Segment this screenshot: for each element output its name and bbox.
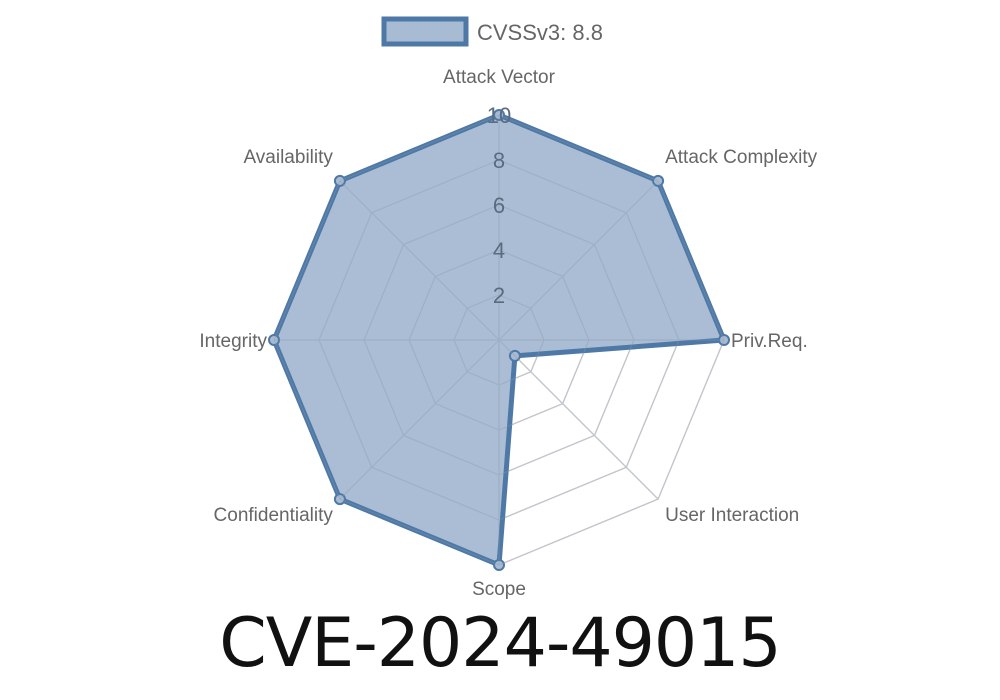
grid-spoke <box>339 339 500 500</box>
grid-spoke <box>498 339 659 500</box>
data-point <box>333 493 346 506</box>
axis-label: Attack Complexity <box>665 147 818 168</box>
grid-ring <box>318 159 680 521</box>
data-point <box>493 559 505 571</box>
grid-overlay <box>273 114 725 566</box>
data-point <box>333 174 346 187</box>
grid-spoke <box>498 339 659 500</box>
axis-label: Availability <box>243 147 333 168</box>
legend-label: CVSSv3: 8.8 <box>477 20 603 45</box>
axis-label: User Interaction <box>665 505 799 526</box>
grid-spoke <box>498 180 659 341</box>
grid-ring <box>363 204 635 476</box>
grid-ring <box>273 114 725 566</box>
data-point <box>268 334 280 346</box>
cve-title: CVE-2024-49015 <box>219 604 781 683</box>
tick-label: 6 <box>493 193 505 218</box>
tick-labels: 2 4 6 8 10 <box>487 103 511 308</box>
grid-ring <box>453 294 545 386</box>
data-point <box>493 109 505 121</box>
axis-labels: Attack Vector Attack Complexity Priv.Req. U… <box>199 67 817 600</box>
axis-label: Scope <box>472 579 526 600</box>
data-point <box>652 174 665 187</box>
tick-label: 8 <box>493 148 505 173</box>
grid-ring <box>408 249 590 431</box>
axis-label: Priv.Req. <box>731 331 808 352</box>
tick-label: 4 <box>493 238 505 263</box>
legend-swatch <box>381 16 469 47</box>
series <box>268 109 730 571</box>
legend[interactable]: CVSSv3: 8.8 <box>381 16 603 47</box>
axis-label: Attack Vector <box>443 67 556 88</box>
axis-label: Integrity <box>199 331 267 352</box>
data-point <box>508 349 521 362</box>
axis-label: Confidentiality <box>214 505 334 526</box>
tick-label: 10 <box>487 103 511 128</box>
tick-label: 2 <box>493 283 505 308</box>
data-point <box>718 334 730 346</box>
grid-spoke <box>339 180 500 341</box>
